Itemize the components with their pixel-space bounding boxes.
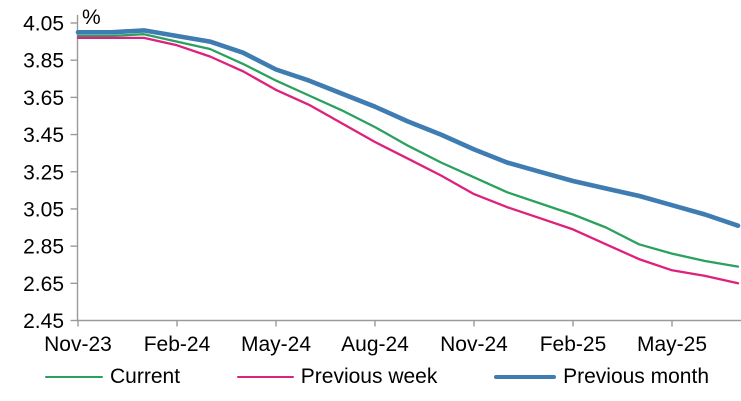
y-tick-label: 2.65 [23, 273, 64, 296]
y-tick-label: 3.45 [23, 124, 64, 147]
current-line-swatch [45, 375, 103, 379]
legend-label-previous-week: Previous week [300, 365, 438, 388]
x-tick-label: Feb-25 [540, 333, 607, 356]
series-line-previous-month [75, 28, 741, 228]
previous-week-line-swatch [236, 375, 294, 379]
y-tick-label: 3.65 [23, 87, 64, 110]
legend-label-current: Current [110, 365, 181, 388]
y-tick-label: 2.85 [23, 236, 64, 259]
legend-item-current: Current [45, 365, 180, 389]
legend-item-previous-week: Previous week [236, 365, 438, 389]
x-tick-label: May-24 [241, 333, 311, 356]
legend-item-previous-month: Previous month [494, 365, 709, 389]
x-tick-label: May-25 [637, 333, 707, 356]
x-tick-label: Aug-24 [341, 333, 409, 356]
legend-label-previous-month: Previous month [563, 365, 709, 388]
y-tick-label: 2.45 [23, 310, 64, 333]
x-tick-label: Feb-24 [144, 333, 211, 356]
y-tick-label: 4.05 [23, 13, 64, 36]
legend: Current Previous week Previous month [45, 360, 709, 394]
plot-area: 2.45 2.65 2.85 3.05 3.25 3.45 3.65 3.85 4.05 Nov-… [23, 13, 741, 356]
y-tick-label: 3.05 [23, 198, 64, 221]
y-tick-label: 3.85 [23, 50, 64, 73]
y-tick-label: 3.25 [23, 161, 64, 184]
x-tick-label: Nov-24 [440, 333, 508, 356]
series-line-current [76, 33, 740, 268]
series-line-previous-week [76, 36, 740, 285]
y-axis-unit-label: % [82, 6, 101, 29]
previous-month-line-swatch [494, 374, 557, 380]
x-tick-label: Nov-23 [44, 333, 112, 356]
